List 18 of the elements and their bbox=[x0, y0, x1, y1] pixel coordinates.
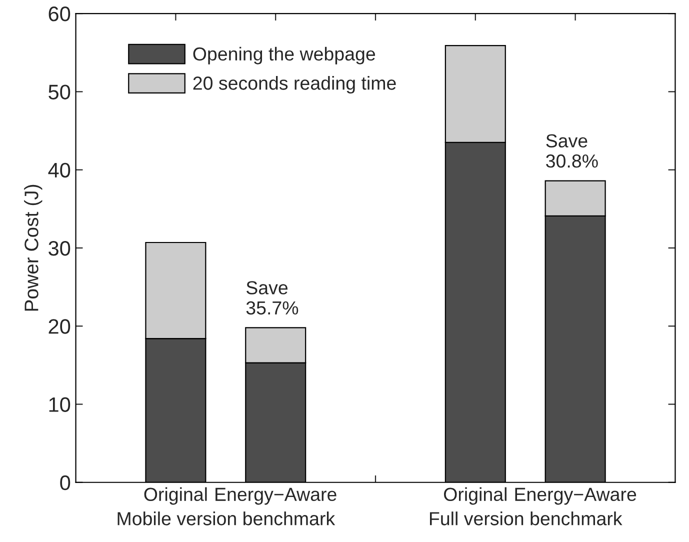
legend-label: 20 seconds reading time bbox=[193, 76, 396, 94]
y-tick-label: 50 bbox=[48, 84, 70, 100]
x-tick-label: Original bbox=[444, 487, 506, 505]
y-axis-title: Power Cost (J) bbox=[24, 184, 42, 311]
legend-label: Opening the webpage bbox=[193, 46, 376, 64]
x-tick-label: Original bbox=[144, 487, 207, 505]
x-tick-label: Energy−Aware bbox=[216, 488, 336, 505]
x-tick-label: Energy−Aware bbox=[515, 488, 636, 505]
annotation: Save 35.7% bbox=[246, 281, 298, 315]
y-tick-label: 40 bbox=[48, 162, 70, 178]
y-tick-label: 0 bbox=[60, 475, 70, 490]
text: Full version benchmark bbox=[430, 512, 622, 526]
y-tick-label: 30 bbox=[48, 240, 70, 256]
y-tick-label: 20 bbox=[48, 319, 70, 334]
text: Mobile version benchmark bbox=[118, 512, 336, 526]
annotation: Save 30.8% bbox=[546, 134, 598, 168]
y-tick-label: 60 bbox=[48, 6, 70, 22]
y-tick-label: 10 bbox=[49, 397, 70, 412]
